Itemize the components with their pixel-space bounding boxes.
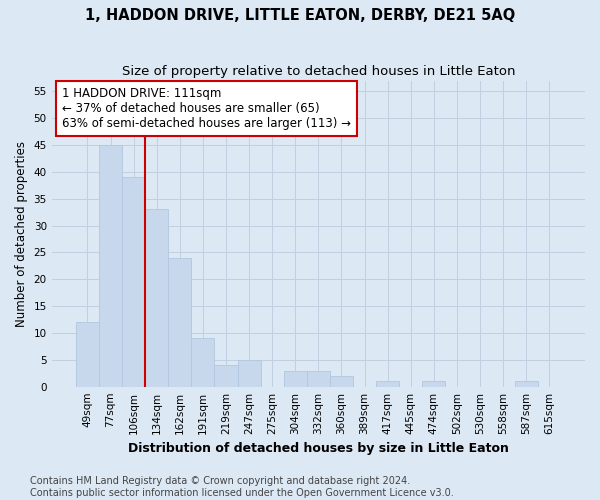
- Bar: [99, 145, 122, 386]
- Bar: [168, 258, 191, 386]
- Bar: [307, 370, 330, 386]
- X-axis label: Distribution of detached houses by size in Little Eaton: Distribution of detached houses by size …: [128, 442, 509, 455]
- Bar: [238, 360, 260, 386]
- Bar: [122, 177, 145, 386]
- Title: Size of property relative to detached houses in Little Eaton: Size of property relative to detached ho…: [122, 65, 515, 78]
- Y-axis label: Number of detached properties: Number of detached properties: [15, 140, 28, 326]
- Bar: [214, 365, 238, 386]
- Bar: [145, 210, 168, 386]
- Text: 1, HADDON DRIVE, LITTLE EATON, DERBY, DE21 5AQ: 1, HADDON DRIVE, LITTLE EATON, DERBY, DE…: [85, 8, 515, 22]
- Bar: [330, 376, 353, 386]
- Text: Contains HM Land Registry data © Crown copyright and database right 2024.
Contai: Contains HM Land Registry data © Crown c…: [30, 476, 454, 498]
- Bar: [191, 338, 214, 386]
- Bar: [515, 382, 538, 386]
- Text: 1 HADDON DRIVE: 111sqm
← 37% of detached houses are smaller (65)
63% of semi-det: 1 HADDON DRIVE: 111sqm ← 37% of detached…: [62, 86, 352, 130]
- Bar: [284, 370, 307, 386]
- Bar: [422, 382, 445, 386]
- Bar: [76, 322, 99, 386]
- Bar: [376, 382, 399, 386]
